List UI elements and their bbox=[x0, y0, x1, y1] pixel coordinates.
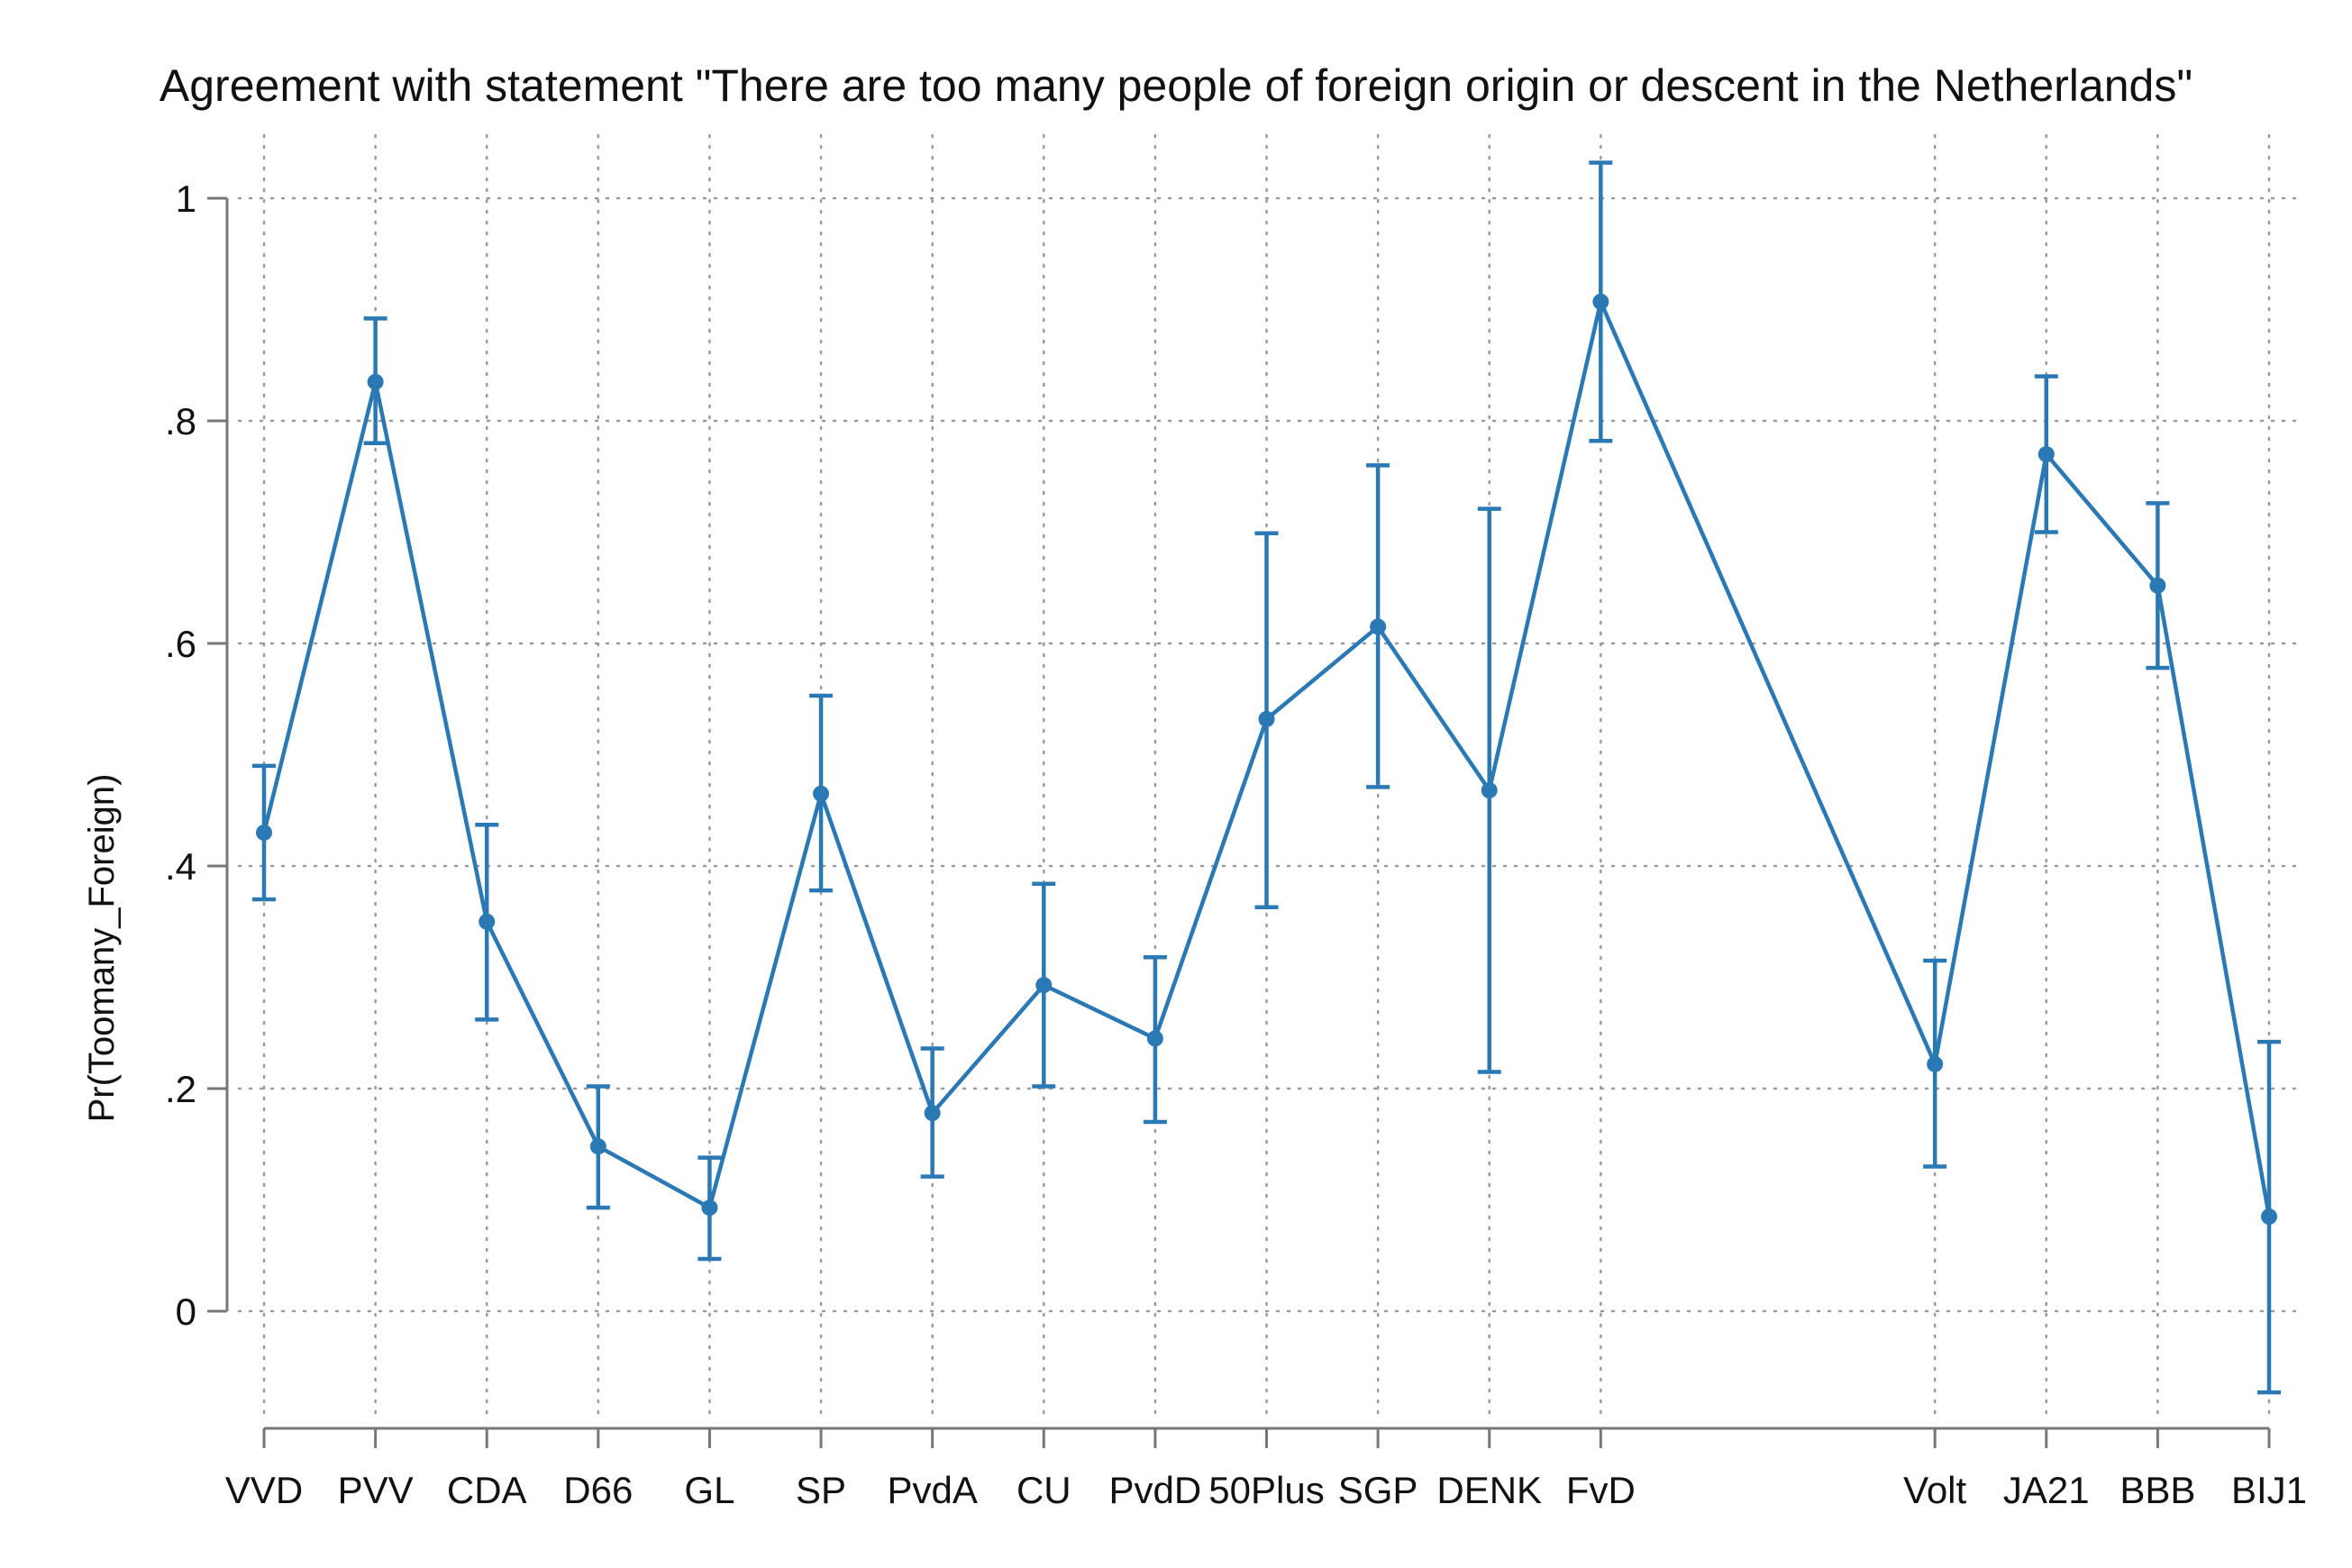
data-point-50plus bbox=[1258, 710, 1275, 727]
x-tick-label-cu: CU bbox=[1016, 1469, 1071, 1511]
x-tick-label-cda: CDA bbox=[447, 1469, 527, 1511]
data-point-cda bbox=[479, 913, 496, 930]
data-point-ja21 bbox=[2037, 446, 2055, 463]
data-point-denk bbox=[1481, 782, 1498, 799]
x-tick-label-ja21: JA21 bbox=[2003, 1469, 2090, 1511]
x-tick-label-pvda: PvdA bbox=[887, 1469, 977, 1511]
x-tick-label-gl: GL bbox=[684, 1469, 734, 1511]
data-point-bij1 bbox=[2261, 1208, 2277, 1226]
data-point-sp bbox=[813, 785, 830, 802]
chart-title: Agreement with statement "There are too … bbox=[160, 60, 2192, 111]
x-tick-label-sp: SP bbox=[796, 1469, 846, 1511]
data-point-gl bbox=[701, 1199, 718, 1217]
y-tick-label: .6 bbox=[165, 623, 196, 665]
data-point-d66 bbox=[589, 1138, 606, 1155]
x-tick-label-50plus: 50Plus bbox=[1208, 1469, 1324, 1511]
x-tick-label-sgp: SGP bbox=[1338, 1469, 1418, 1511]
y-tick-label: .2 bbox=[165, 1068, 196, 1110]
x-tick-label-bbb: BBB bbox=[2120, 1469, 2195, 1511]
data-point-vvd bbox=[256, 824, 272, 841]
data-point-sgp bbox=[1370, 618, 1387, 635]
x-tick-label-vvd: VVD bbox=[225, 1469, 303, 1511]
x-tick-label-pvv: PVV bbox=[338, 1469, 414, 1511]
x-tick-label-fvd: FvD bbox=[1566, 1469, 1636, 1511]
data-point-bbb bbox=[2149, 577, 2166, 594]
x-tick-label-bij1: BIJ1 bbox=[2231, 1469, 2307, 1511]
data-point-pvv bbox=[367, 373, 384, 390]
y-axis-label: Pr(Toomany_Foreign) bbox=[82, 774, 122, 1123]
x-tick-label-denk: DENK bbox=[1436, 1469, 1542, 1511]
x-tick-label-d66: D66 bbox=[563, 1469, 633, 1511]
x-tick-label-pvdd: PvdD bbox=[1109, 1469, 1202, 1511]
data-point-pvda bbox=[924, 1105, 941, 1122]
y-tick-label: 0 bbox=[176, 1290, 196, 1333]
y-tick-label: .4 bbox=[165, 845, 196, 888]
data-point-fvd bbox=[1592, 293, 1609, 310]
data-point-cu bbox=[1035, 977, 1053, 994]
series-layer bbox=[252, 160, 2281, 1395]
x-tick-label-volt: Volt bbox=[1903, 1469, 1966, 1511]
y-tick-label: 1 bbox=[176, 178, 196, 220]
y-tick-label: .8 bbox=[165, 400, 196, 442]
data-point-pvdd bbox=[1146, 1030, 1163, 1047]
axes-layer: 0 .2 .4 .6 .8 1 VVD PVV CDA D66 GL SP PvdA CU PvdD 50Pl… bbox=[165, 178, 2307, 1511]
data-point-volt bbox=[1927, 1055, 1944, 1072]
